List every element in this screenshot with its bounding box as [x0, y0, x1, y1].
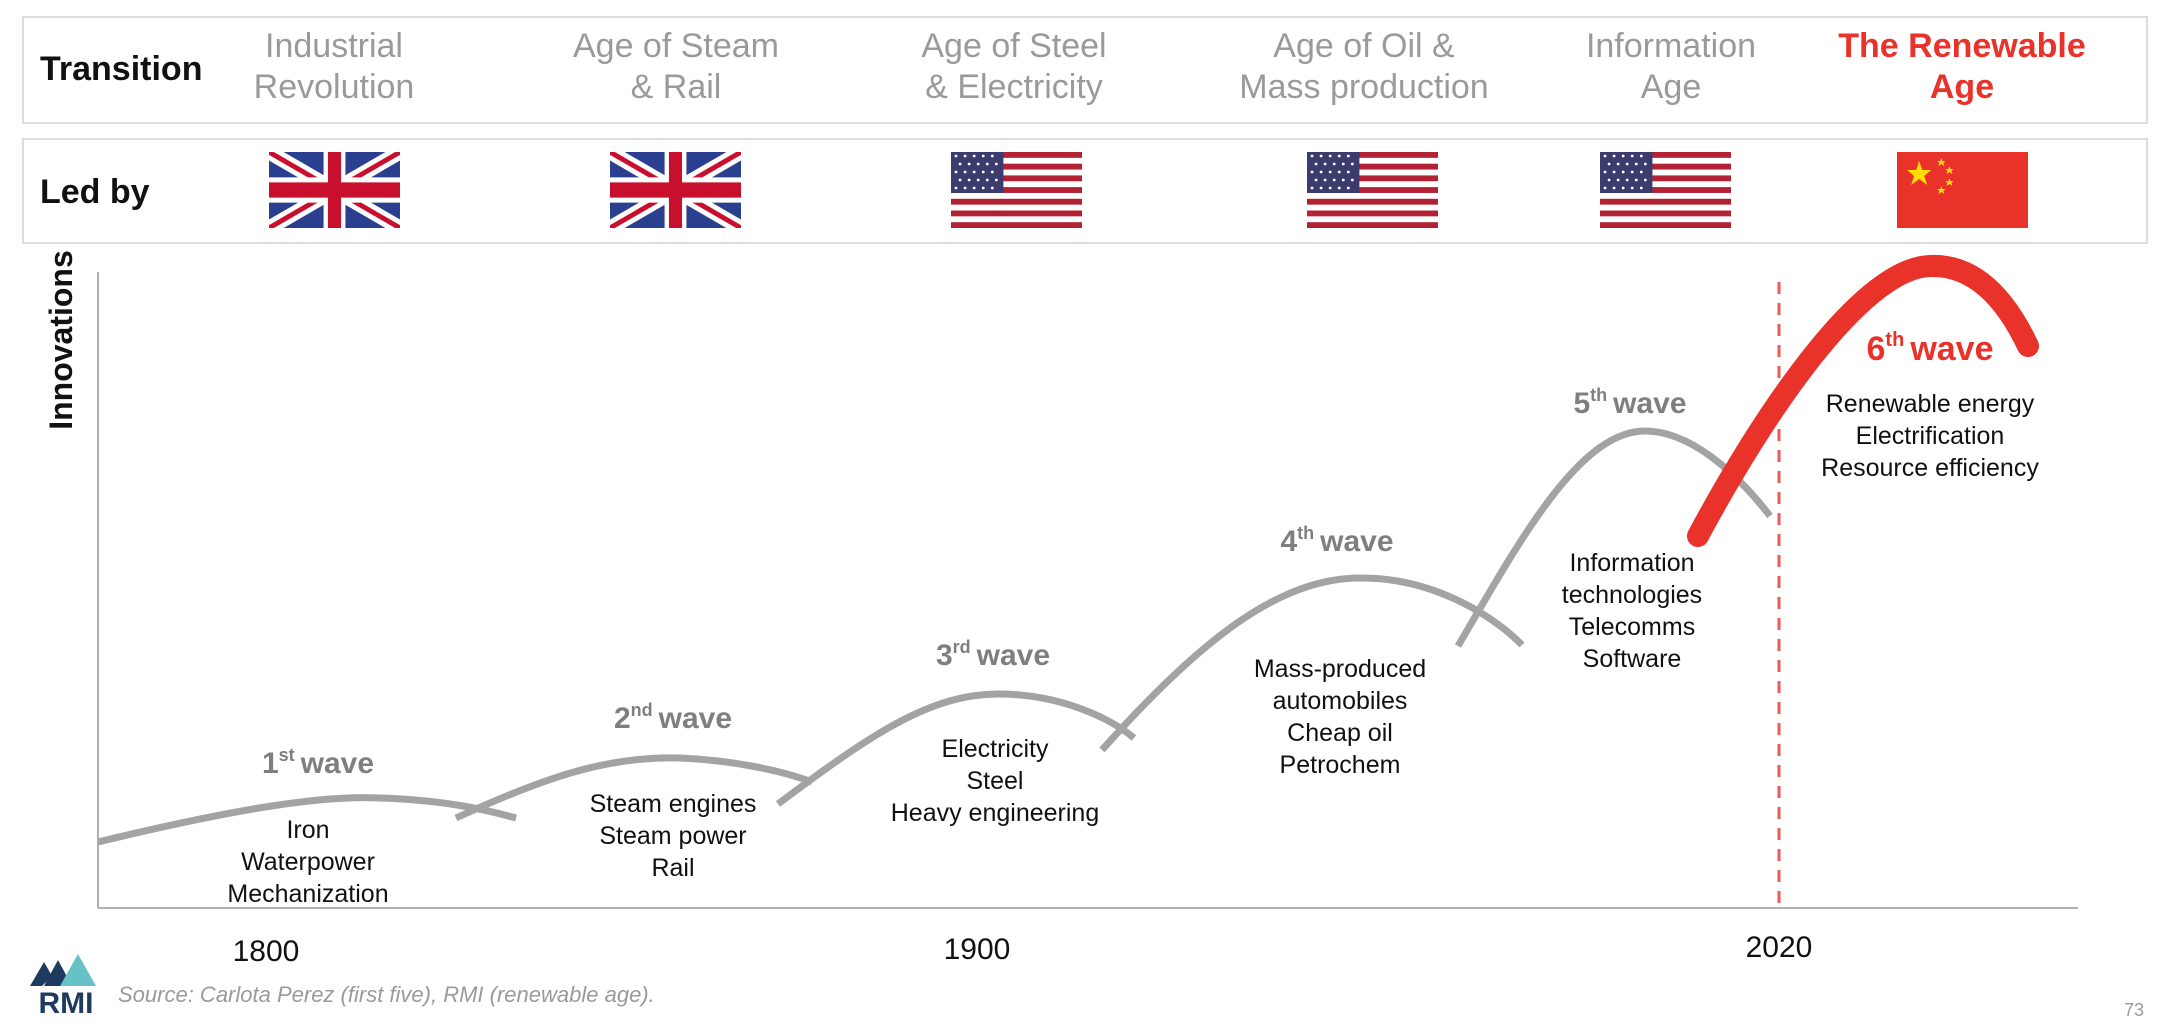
transition-industrial-revolution: Industrial Revolution	[253, 27, 415, 106]
wave-3-item: Heavy engineering	[891, 799, 1099, 827]
source-note: Source: Carlota Perez (first five), RMI …	[118, 982, 655, 1007]
wave-4-item: Mass-produced	[1254, 655, 1426, 683]
wave-4-item: Cheap oil	[1287, 719, 1393, 747]
wave-5-item: Software	[1583, 645, 1682, 673]
china-flag-icon	[1897, 152, 2028, 228]
page-number: 73	[2123, 1000, 2144, 1020]
wave-4-curve	[1099, 574, 1525, 753]
wave-3-curve	[775, 690, 1137, 807]
us-flag-icon	[951, 152, 1082, 228]
led-by-label: Led by	[40, 173, 150, 211]
wave-1-item: Waterpower	[241, 848, 375, 876]
transition-label: Transition	[40, 50, 203, 88]
wave-2-item: Steam power	[599, 822, 746, 850]
us-flag-icon	[1600, 152, 1731, 228]
wave-1-item: Iron	[286, 816, 329, 844]
x-tick-1900: 1900	[944, 933, 1011, 966]
wave-2-item: Steam engines	[590, 790, 757, 818]
wave-6-item: Electrification	[1856, 422, 2005, 450]
wave-2-curve	[454, 754, 814, 822]
wave-3-title: 3rd wave	[936, 637, 1050, 672]
uk-flag-icon	[269, 152, 400, 228]
wave-6-title: 6th wave	[1867, 329, 1994, 368]
wave-5-item: technologies	[1562, 581, 1702, 609]
wave-1-title: 1st wave	[262, 745, 374, 780]
wave-6-item: Resource efficiency	[1821, 454, 2039, 482]
y-axis-label: Innovations	[43, 250, 79, 430]
transition-steel-electricity: Age of Steel & Electricity	[921, 27, 1107, 106]
x-tick-1800: 1800	[233, 935, 300, 968]
wave-5-title: 5th wave	[1573, 385, 1686, 420]
wave-2-item: Rail	[651, 854, 694, 882]
wave-3-item: Electricity	[942, 735, 1049, 763]
wave-5-item: Information	[1569, 549, 1694, 577]
wave-3-item: Steel	[967, 767, 1024, 795]
wave-4-item: automobiles	[1273, 687, 1408, 715]
wave-6-curve	[1687, 254, 2039, 547]
wave-6-item: Renewable energy	[1826, 390, 2035, 418]
transition-row	[22, 16, 2148, 124]
transition-steam-rail: Age of Steam & Rail	[572, 27, 780, 106]
us-flag-icon	[1307, 152, 1438, 228]
wave-5-item: Telecomms	[1569, 613, 1695, 641]
wave-4-item: Petrochem	[1280, 751, 1401, 779]
uk-flag-icon	[610, 152, 741, 228]
rmi-logo-text: RMI	[39, 987, 94, 1016]
wave-1-item: Mechanization	[227, 880, 388, 908]
transition-oil-mass-production: Age of Oil & Mass production	[1239, 27, 1489, 106]
transition-renewable-age: The Renewable Age	[1838, 27, 2086, 106]
transition-information-age: Information Age	[1585, 27, 1757, 106]
rmi-logo: RMI	[28, 948, 104, 1020]
x-tick-2020: 2020	[1746, 931, 1813, 964]
wave-2-title: 2nd wave	[614, 700, 732, 735]
wave-4-title: 4th wave	[1280, 523, 1393, 558]
